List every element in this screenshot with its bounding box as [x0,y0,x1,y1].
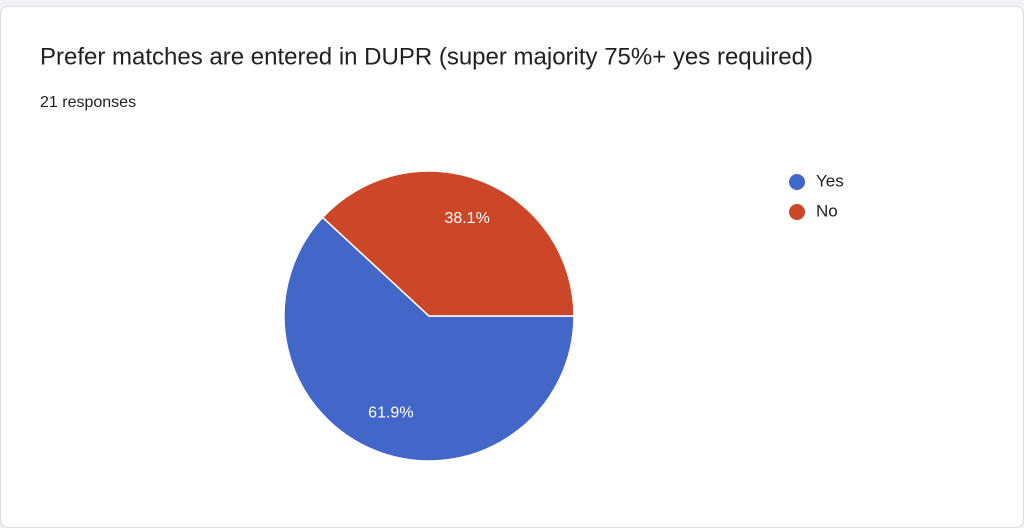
pie-slice [283,216,575,462]
pie-slice [321,170,575,317]
slice-label: 61.9% [368,404,413,421]
chart-title: Prefer matches are entered in DUPR (supe… [40,43,813,70]
response-count: 21 responses [40,94,136,111]
legend-swatch [789,204,805,220]
legend-label: No [816,201,838,220]
slice-label: 38.1% [444,210,489,227]
chart: Prefer matches are entered in DUPR (supe… [40,43,844,462]
legend-swatch [789,174,805,190]
legend-label: Yes [816,171,844,190]
